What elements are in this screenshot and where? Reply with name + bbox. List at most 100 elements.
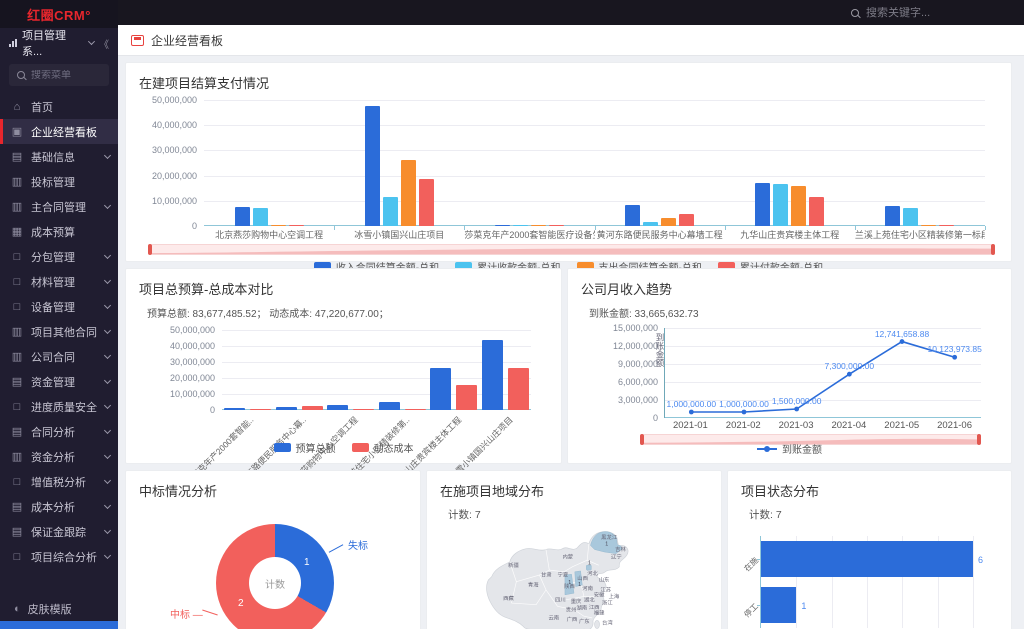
category-label: 莎菜克年产2000套智能医疗设备生产设施项目 — [464, 230, 594, 240]
sidebar-item-label: 保证金跟踪 — [31, 526, 86, 539]
doc-icon: ▤ — [11, 426, 23, 438]
sidebar-item-分包管理[interactable]: □ 分包管理 — [0, 244, 118, 269]
topbar — [118, 0, 1024, 25]
province-value-北京: 1 — [588, 560, 591, 566]
global-search[interactable] — [851, 6, 996, 19]
gridline — [665, 328, 981, 329]
gridline — [937, 536, 939, 628]
menu-search-input[interactable] — [31, 69, 101, 81]
gridline — [665, 364, 981, 365]
sidebar-item-label: 设备管理 — [31, 301, 75, 314]
sidebar-item-企业经营看板[interactable]: ▣ 企业经营看板 — [0, 119, 118, 144]
sidebar-item-保证金跟踪[interactable]: ▤ 保证金跟踪 — [0, 519, 118, 544]
sidebar-item-项目综合分析[interactable]: □ 项目综合分析 — [0, 544, 118, 569]
gridline — [222, 394, 531, 395]
bar-收入合同结算金额-总和 — [885, 206, 901, 226]
sidebar-item-label: 材料管理 — [31, 276, 75, 289]
dashboard-content: 在建项目结算支付情况 50,000,000 40,000,000 30,000,00… — [118, 56, 1024, 629]
sidebar-item-进度质量安全[interactable]: □ 进度质量安全 — [0, 394, 118, 419]
bar-收入合同结算金额-总和 — [755, 182, 771, 226]
bar-累计收款金额-总和 — [643, 222, 659, 226]
tab-bar: 企业经营看板 — [118, 25, 1024, 56]
legend-item-动态成本[interactable]: 动态成本 — [351, 440, 414, 455]
skin-icon: ◐ — [14, 603, 21, 615]
province-label-辽宁: 辽宁 — [611, 553, 622, 561]
sidebar-item-基础信息[interactable]: ▤ 基础信息 — [0, 144, 118, 169]
tab-enterprise-dashboard[interactable]: 企业经营看板 — [151, 33, 224, 48]
sidebar-item-材料管理[interactable]: □ 材料管理 — [0, 269, 118, 294]
budget-legend: 预算总额 动态成本 — [126, 440, 561, 455]
sidebar-item-公司合同[interactable]: ▥ 公司合同 — [0, 344, 118, 369]
y-tick-label: 20,000,000 — [151, 170, 197, 181]
province-label-陕西: 陕西 — [564, 582, 575, 590]
chevron-down-icon — [103, 551, 112, 559]
folder-icon: □ — [13, 275, 21, 288]
workspace-switcher[interactable]: 项目管理系... 《 — [0, 28, 118, 58]
sidebar-item-label: 主合同管理 — [31, 201, 86, 214]
bar-group — [595, 100, 725, 226]
province-label-广东: 广东 — [579, 617, 590, 625]
menu-search[interactable] — [9, 64, 109, 86]
bar-收入合同结算金额-总和 — [494, 224, 510, 226]
bar-累计收款金额-总和 — [382, 197, 398, 226]
province-label-新疆: 新疆 — [508, 561, 519, 569]
province-label-安徽: 安徽 — [594, 590, 605, 598]
province-label-山西: 山西 — [577, 574, 588, 582]
sidebar-item-资金管理[interactable]: ▤ 资金管理 — [0, 369, 118, 394]
bid-icon: ▥ — [11, 176, 23, 188]
bar-累计付款金额-总和 — [548, 224, 564, 226]
bar-支出合同结算金额-总和 — [661, 218, 677, 226]
province-shaanxi — [564, 574, 575, 596]
global-search-input[interactable] — [866, 6, 996, 19]
gridline — [665, 400, 981, 401]
sidebar-item-label: 项目其他合同 — [31, 326, 97, 339]
bar-group — [464, 100, 594, 226]
legend-item-到账金额[interactable]: 到账金额 — [757, 441, 822, 456]
sidebar-item-设备管理[interactable]: □ 设备管理 — [0, 294, 118, 319]
sidebar-item-合同分析[interactable]: ▤ 合同分析 — [0, 419, 118, 444]
gridline — [222, 362, 531, 363]
province-value-山西: 1 — [578, 582, 581, 588]
sidebar-item-增值税分析[interactable]: □ 增值税分析 — [0, 469, 118, 494]
sidebar-item-项目其他合同[interactable]: ▥ 项目其他合同 — [0, 319, 118, 344]
x-axis-label: 2021-03 — [778, 420, 814, 431]
sidebar-item-投标管理[interactable]: ▥ 投标管理 — [0, 169, 118, 194]
province-label-四川: 四川 — [555, 596, 566, 603]
gridline — [222, 346, 531, 347]
province-label-吉林: 吉林 — [615, 545, 626, 553]
skin-label: 皮肤模版 — [27, 604, 72, 616]
sidebar-item-成本预算[interactable]: ▦ 成本预算 — [0, 219, 118, 244]
collapse-sidebar-button[interactable]: 《 — [99, 39, 109, 51]
status-count: 计数: 7 — [749, 509, 782, 521]
x-tick — [464, 226, 466, 230]
legend-item-预算总额[interactable]: 预算总额 — [273, 440, 336, 455]
settlement-plot: 50,000,000 40,000,000 30,000,000 20,000,000… — [152, 95, 986, 231]
sidebar-item-skin-template[interactable]: ◐ 皮肤模版 — [0, 597, 118, 621]
datazoom-slider[interactable] — [148, 244, 995, 255]
chart-subtitle: 预算总额: 83,677,485.52； 动态成本: 47,220,677.00… — [147, 309, 389, 320]
chevron-down-icon — [103, 501, 112, 509]
y-tick-label: 50,000,000 — [151, 95, 197, 105]
datazoom-slider[interactable] — [640, 434, 981, 445]
bar-value: 1 — [801, 601, 807, 611]
sidebar-item-资金分析[interactable]: ▥ 资金分析 — [0, 444, 118, 469]
gridline — [222, 330, 531, 331]
doc-icon: ▤ — [11, 151, 23, 163]
sidebar-item-成本分析[interactable]: ▤ 成本分析 — [0, 494, 118, 519]
y-axis-label: 到账金额 — [655, 333, 665, 367]
point-label: 12,741,658.88 — [874, 328, 930, 339]
bar-预算总额 — [224, 407, 246, 410]
sidebar-item-主合同管理[interactable]: ▥ 主合同管理 — [0, 194, 118, 219]
legend-swatch — [351, 443, 369, 452]
bar-累计收款金额-总和 — [512, 224, 528, 226]
card-settlement-payment: 在建项目结算支付情况 50,000,000 40,000,000 30,000,00… — [125, 62, 1012, 274]
gridline — [204, 175, 985, 177]
gridline — [204, 100, 985, 101]
bar-group — [222, 330, 274, 410]
sidebar-item-首页[interactable]: ⌂ 首页 — [0, 94, 118, 119]
province-label-福建: 福建 — [594, 609, 605, 617]
province-label-河南: 河南 — [582, 584, 593, 592]
gridline — [831, 536, 833, 628]
sidebar-item-label: 项目综合分析 — [31, 551, 97, 564]
x-tick — [854, 226, 856, 230]
